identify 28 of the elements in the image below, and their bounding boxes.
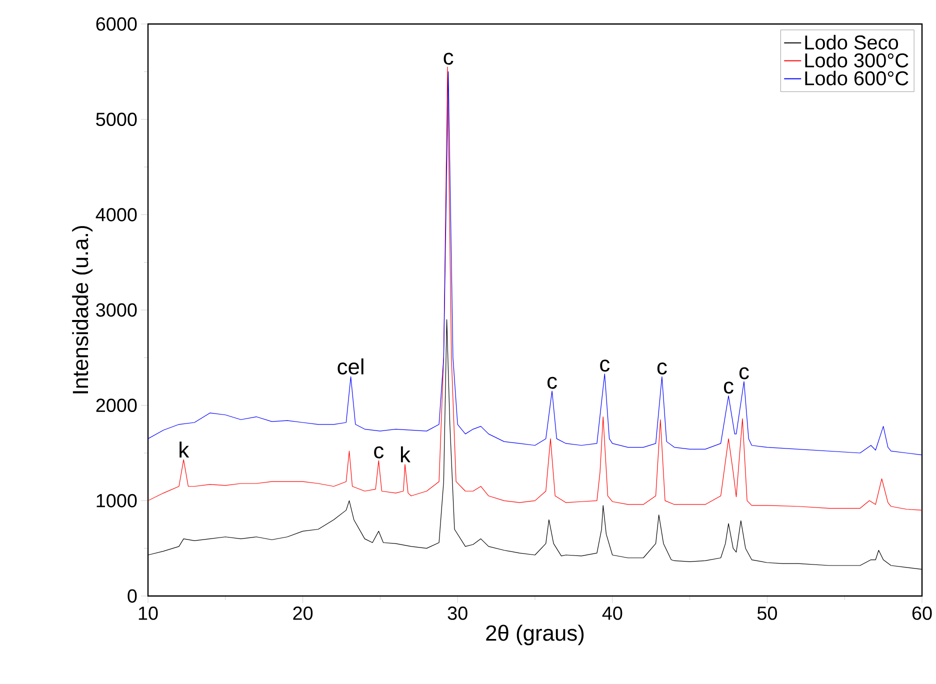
y-tick-label: 5000 [96,112,137,126]
x-tick-label: 50 [757,606,777,620]
y-tick-label: 2000 [96,398,137,412]
annotation: k [180,442,190,458]
annotation: k [400,446,410,462]
annotation: c [657,362,667,375]
y-tick-label: 3000 [96,303,137,317]
x-tick-label: 20 [293,606,313,620]
y-tick-label: 4000 [96,208,137,222]
legend-label: Lodo 600°C [805,70,908,86]
x-tick-label: 30 [448,606,468,620]
legend-label: Lodo 300°C [805,52,908,68]
x-tick-label: 40 [602,606,622,620]
x-tick-label: 10 [138,606,158,620]
x-axis-title: 2θ (graus) [486,624,584,646]
annotation: c [600,360,610,372]
y-tick-label: 1000 [96,494,137,508]
annotation: c [724,382,734,394]
annotation: c [739,367,749,380]
x-tick-label: 60 [912,606,932,620]
annotation: c [444,52,454,65]
annotation: c [374,446,384,458]
annotation: c [547,376,557,389]
annotation: cel [338,358,364,375]
legend-label: Lodo Seco [805,34,898,50]
y-tick-label: 0 [128,589,137,603]
y-axis-title: Intensidade (u.a.) [72,226,93,394]
y-tick-label: 6000 [96,17,137,31]
